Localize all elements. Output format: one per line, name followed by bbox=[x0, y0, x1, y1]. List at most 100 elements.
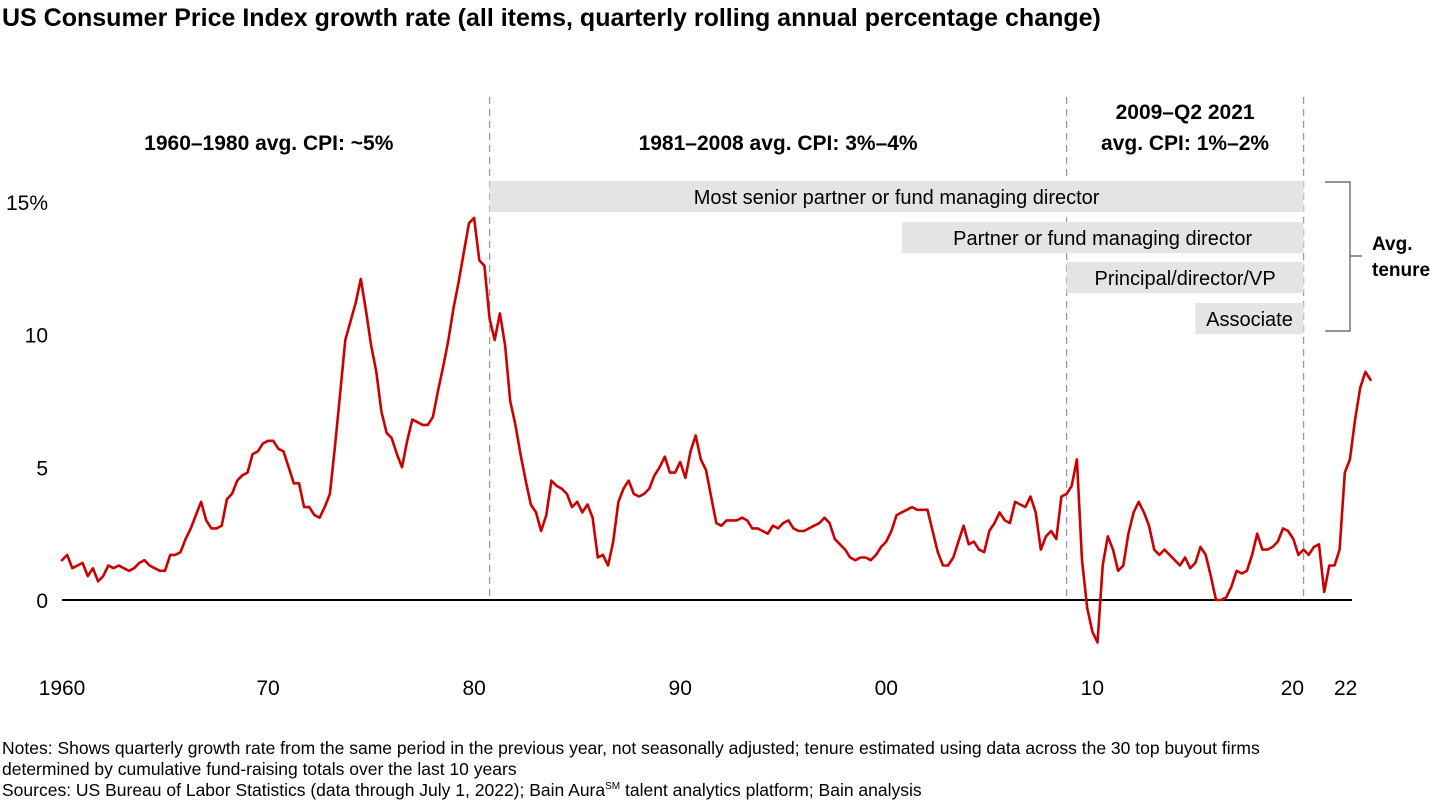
tenure-bar-1 bbox=[489, 181, 1304, 212]
data-point bbox=[303, 506, 305, 508]
data-point bbox=[174, 554, 176, 556]
data-point bbox=[1148, 525, 1150, 527]
data-point bbox=[1040, 549, 1042, 551]
data-point bbox=[859, 556, 862, 559]
data-point bbox=[870, 559, 872, 561]
data-point bbox=[473, 217, 475, 219]
y-axis: 0 5 10 15% bbox=[6, 192, 48, 613]
period-label-2-line-1: 1981–2008 avg. CPI: 3%–4% bbox=[639, 132, 918, 155]
data-point bbox=[1354, 419, 1356, 421]
data-point bbox=[277, 448, 279, 450]
data-point bbox=[1266, 549, 1269, 551]
data-point bbox=[1071, 485, 1073, 487]
data-point bbox=[684, 477, 687, 479]
data-point bbox=[246, 472, 249, 474]
data-point bbox=[133, 567, 135, 569]
x-tick-label: 00 bbox=[875, 677, 898, 700]
data-point bbox=[190, 527, 192, 530]
data-point bbox=[427, 424, 429, 426]
tenure-label-line-2: tenure bbox=[1372, 260, 1430, 281]
data-point bbox=[731, 519, 733, 522]
data-point bbox=[571, 506, 573, 508]
data-point bbox=[530, 503, 532, 506]
data-point bbox=[942, 564, 944, 567]
data-point bbox=[1117, 570, 1119, 572]
data-point bbox=[787, 519, 790, 522]
data-point bbox=[1081, 559, 1083, 561]
x-tick-label: 22 bbox=[1334, 677, 1357, 700]
data-point bbox=[741, 517, 743, 519]
period-labels: 1960–1980 avg. CPI: ~5% 1981–2008 avg. CP… bbox=[144, 101, 1269, 155]
data-point bbox=[1029, 495, 1032, 498]
data-point bbox=[236, 480, 238, 482]
data-point bbox=[92, 567, 94, 569]
data-point bbox=[1333, 564, 1336, 567]
data-point bbox=[890, 530, 893, 532]
data-point bbox=[1251, 554, 1253, 556]
data-point bbox=[602, 554, 604, 556]
data-point bbox=[556, 485, 558, 487]
data-point bbox=[566, 493, 568, 495]
data-point bbox=[1256, 533, 1258, 535]
data-point bbox=[1369, 379, 1372, 381]
data-point bbox=[926, 509, 929, 511]
data-point bbox=[66, 554, 68, 556]
data-point bbox=[71, 567, 73, 569]
data-point bbox=[607, 564, 609, 567]
data-point bbox=[375, 371, 377, 373]
data-point bbox=[628, 480, 630, 482]
data-point bbox=[1174, 559, 1176, 561]
data-point bbox=[720, 525, 723, 527]
data-point bbox=[545, 514, 547, 516]
data-point bbox=[468, 222, 470, 224]
data-point bbox=[932, 530, 934, 532]
data-point bbox=[298, 482, 300, 484]
data-point bbox=[1282, 527, 1284, 530]
period-dividers bbox=[488, 97, 1305, 598]
data-point bbox=[777, 527, 779, 530]
data-point bbox=[1230, 586, 1232, 588]
data-point bbox=[422, 424, 424, 426]
y-tick-label: 5 bbox=[36, 457, 48, 480]
notes: Notes: Shows quarterly growth rate from … bbox=[2, 738, 1260, 801]
data-point bbox=[221, 525, 223, 527]
data-point bbox=[957, 541, 960, 543]
data-point bbox=[267, 440, 269, 442]
data-point bbox=[324, 506, 326, 508]
data-point bbox=[1091, 631, 1093, 633]
sources-text: Sources: US Bureau of Labor Statistics (… bbox=[2, 780, 606, 800]
chart-title: US Consumer Price Index growth rate (all… bbox=[2, 4, 1101, 32]
data-point bbox=[241, 474, 243, 476]
data-point bbox=[210, 527, 212, 530]
data-point bbox=[1024, 506, 1026, 508]
data-point bbox=[1349, 458, 1351, 460]
data-point bbox=[648, 488, 650, 490]
data-point bbox=[885, 541, 887, 543]
data-point bbox=[370, 344, 372, 346]
data-point bbox=[896, 514, 898, 516]
data-point bbox=[1102, 564, 1104, 567]
data-point bbox=[834, 538, 836, 540]
data-point bbox=[597, 556, 599, 559]
data-point bbox=[865, 556, 867, 559]
data-point bbox=[118, 564, 120, 567]
data-point bbox=[396, 453, 398, 455]
data-point bbox=[1076, 458, 1078, 460]
data-point bbox=[1339, 549, 1341, 551]
data-point bbox=[1045, 535, 1047, 537]
data-point bbox=[829, 522, 831, 524]
data-point bbox=[736, 519, 738, 522]
data-point bbox=[102, 575, 104, 577]
data-point bbox=[1066, 493, 1068, 495]
data-point bbox=[344, 339, 346, 341]
data-point bbox=[1086, 607, 1088, 609]
tenure-bar-label-4: Associate bbox=[1206, 309, 1293, 331]
data-point bbox=[355, 302, 357, 304]
data-point bbox=[1004, 519, 1006, 522]
data-point bbox=[1246, 570, 1248, 572]
data-point bbox=[1179, 564, 1181, 567]
tenure-bracket: Avg. tenure bbox=[1325, 181, 1430, 332]
data-point bbox=[999, 511, 1001, 513]
data-point bbox=[1297, 554, 1299, 556]
data-point bbox=[592, 517, 594, 519]
